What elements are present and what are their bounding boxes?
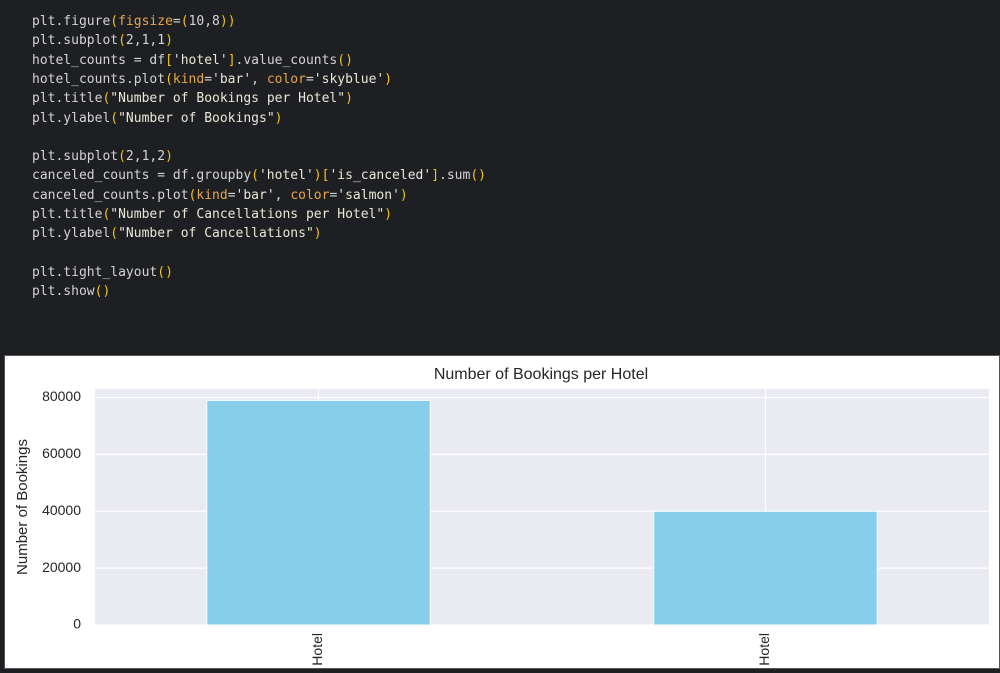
code-cell: plt.figure(figsize=(10,8)) plt.subplot(2,… — [32, 14, 486, 300]
code-line: plt.figure(figsize=(10,8)) — [32, 14, 236, 29]
code-line: canceled_counts = df.groupby('hotel')['i… — [32, 168, 486, 184]
code-line: plt.ylabel("Number of Cancellations") — [32, 226, 322, 242]
code-line: plt.ylabel("Number of Bookings") — [32, 110, 283, 126]
code-line: plt.show() — [32, 284, 111, 300]
code-line: plt.subplot(2,1,2) — [32, 149, 173, 165]
code-line: plt.title("Number of Cancellations per H… — [32, 207, 393, 222]
code-line: hotel_counts.plot(kind='bar', color='sky… — [32, 71, 393, 87]
x-tick-label: Hotel — [756, 633, 772, 666]
chart-title: Number of Bookings per Hotel — [434, 366, 648, 383]
y-tick-label: 20000 — [42, 559, 81, 575]
code-line: plt.subplot(2,1,1) — [32, 33, 173, 49]
code-line: plt.tight_layout() — [32, 264, 173, 280]
y-tick-label: 40000 — [42, 502, 81, 518]
bar — [206, 399, 431, 626]
y-axis-label: Number of Bookings — [14, 439, 31, 575]
code-line: hotel_counts = df['hotel'].value_counts(… — [32, 52, 353, 68]
bar — [653, 510, 878, 626]
y-tick-label: 60000 — [42, 445, 81, 461]
code-line: canceled_counts.plot(kind='bar', color='… — [32, 187, 408, 203]
output-cell: Number of Bookings per Hotel Number of B… — [4, 355, 1000, 669]
y-tick-label: 80000 — [42, 388, 81, 404]
y-tick-label: 0 — [73, 616, 81, 632]
chart: Number of Bookings per Hotel Number of B… — [14, 366, 989, 666]
x-tick-label: Hotel — [309, 633, 325, 666]
code-line: plt.title("Number of Bookings per Hotel"… — [32, 91, 353, 107]
